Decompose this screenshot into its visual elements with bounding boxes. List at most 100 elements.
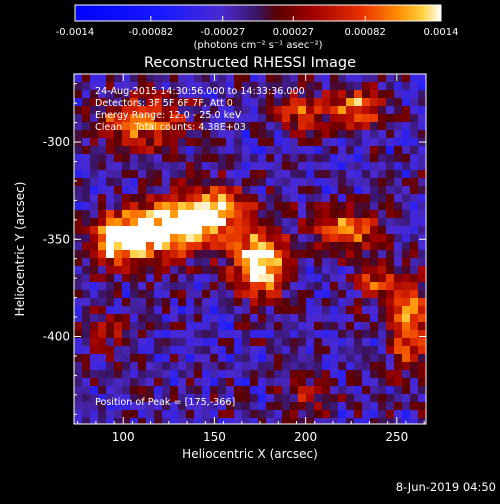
heatmap-cell (386, 154, 394, 162)
heatmap-cell (314, 82, 322, 90)
heatmap-cell (218, 234, 226, 242)
heatmap-cell (218, 154, 226, 162)
heatmap-cell (386, 370, 394, 378)
heatmap-cell (90, 74, 98, 82)
heatmap-cell (330, 154, 338, 162)
heatmap-cell (330, 74, 338, 82)
heatmap-cell (74, 410, 82, 418)
heatmap-cell (402, 362, 410, 370)
heatmap-cell (338, 202, 346, 210)
heatmap-cell (178, 210, 186, 218)
heatmap-cell (162, 210, 170, 218)
heatmap-cell (314, 114, 322, 122)
heatmap-cell (226, 234, 234, 242)
heatmap-cell (186, 386, 194, 394)
heatmap-cell (250, 322, 258, 330)
heatmap-cell (290, 322, 298, 330)
heatmap-cell (106, 290, 114, 298)
heatmap-cell (394, 370, 402, 378)
heatmap-cell (106, 410, 114, 418)
heatmap-cell (130, 378, 138, 386)
heatmap-cell (250, 354, 258, 362)
heatmap-cell (410, 378, 418, 386)
heatmap-cell (290, 234, 298, 242)
heatmap-cell (346, 258, 354, 266)
heatmap-cell (354, 394, 362, 402)
heatmap-cell (114, 394, 122, 402)
heatmap-cell (306, 154, 314, 162)
heatmap-cell (218, 194, 226, 202)
heatmap-cell (298, 282, 306, 290)
heatmap-cell (114, 362, 122, 370)
heatmap-cell (394, 170, 402, 178)
heatmap-cell (410, 82, 418, 90)
heatmap-cell (186, 154, 194, 162)
heatmap-cell (338, 330, 346, 338)
heatmap-cell (274, 386, 282, 394)
heatmap-cell (258, 106, 266, 114)
heatmap-cell (354, 322, 362, 330)
heatmap-cell (306, 114, 314, 122)
heatmap-cell (106, 322, 114, 330)
heatmap-cell (130, 410, 138, 418)
heatmap-cell (98, 82, 106, 90)
heatmap-cell (178, 378, 186, 386)
heatmap-cell (154, 138, 162, 146)
heatmap-cell (234, 314, 242, 322)
heatmap-cell (154, 338, 162, 346)
heatmap-cell (178, 162, 186, 170)
heatmap-cell (122, 178, 130, 186)
heatmap-cell (138, 314, 146, 322)
heatmap-cell (346, 410, 354, 418)
heatmap-cell (314, 330, 322, 338)
heatmap-cell (346, 90, 354, 98)
heatmap-cell (202, 138, 210, 146)
heatmap-cell (354, 410, 362, 418)
heatmap-cell (402, 242, 410, 250)
heatmap-cell (74, 386, 82, 394)
heatmap-cell (394, 226, 402, 234)
heatmap-cell (386, 90, 394, 98)
heatmap-cell (178, 418, 186, 424)
heatmap-cell (410, 218, 418, 226)
heatmap-cell (354, 314, 362, 322)
heatmap-cell (82, 330, 90, 338)
heatmap-cell (354, 234, 362, 242)
heatmap-cell (210, 306, 218, 314)
heatmap-cell (306, 346, 314, 354)
heatmap-cell (306, 170, 314, 178)
heatmap-cell (210, 146, 218, 154)
heatmap-cell (402, 122, 410, 130)
heatmap-cell (202, 218, 210, 226)
heatmap-cell (362, 186, 370, 194)
heatmap-cell (378, 170, 386, 178)
heatmap-cell (330, 266, 338, 274)
heatmap-cell (370, 210, 378, 218)
heatmap-cell (298, 378, 306, 386)
heatmap-cell (394, 322, 402, 330)
heatmap-cell (202, 90, 210, 98)
heatmap-cell (354, 154, 362, 162)
heatmap-cell (234, 178, 242, 186)
heatmap-cell (202, 98, 210, 106)
heatmap-cell (186, 210, 194, 218)
heatmap-cell (258, 386, 266, 394)
heatmap-cell (74, 130, 82, 138)
heatmap-cell (178, 394, 186, 402)
heatmap-cell (146, 338, 154, 346)
heatmap-cell (418, 394, 426, 402)
heatmap-cell (250, 218, 258, 226)
heatmap-cell (130, 298, 138, 306)
heatmap-cell (290, 138, 298, 146)
heatmap-cell (138, 146, 146, 154)
heatmap-cell (210, 322, 218, 330)
heatmap-cell (410, 282, 418, 290)
heatmap-cell (250, 370, 258, 378)
heatmap-cell (106, 218, 114, 226)
heatmap-cell (130, 330, 138, 338)
heatmap-cell (394, 202, 402, 210)
heatmap-cell (354, 290, 362, 298)
heatmap-cell (386, 282, 394, 290)
heatmap-cell (98, 266, 106, 274)
heatmap-cell (282, 258, 290, 266)
